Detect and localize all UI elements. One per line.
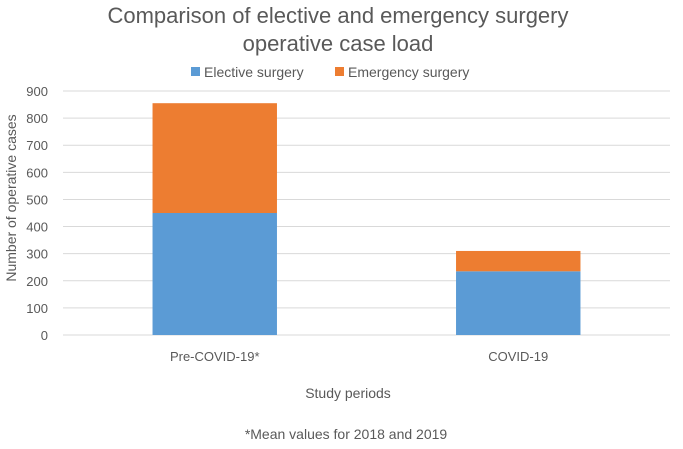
y-tick-label: 200 <box>26 274 48 289</box>
y-tick-label: 600 <box>26 165 48 180</box>
bars <box>152 103 581 335</box>
legend: Elective surgery Emergency surgery <box>191 64 469 80</box>
bar-elective-0 <box>152 213 277 335</box>
chart-title-line-2: operative case load <box>243 31 434 56</box>
legend-swatch <box>335 67 344 76</box>
y-tick-label: 800 <box>26 111 48 126</box>
legend-label: Elective surgery <box>204 64 304 80</box>
y-tick-label: 0 <box>41 328 48 343</box>
y-tick-label: 300 <box>26 247 48 262</box>
y-tick-label: 500 <box>26 192 48 207</box>
x-axis-label: Study periods <box>305 385 391 401</box>
legend-label: Emergency surgery <box>348 64 469 80</box>
bar-emergency-1 <box>456 250 581 272</box>
chart-title-line-1: Comparison of elective and emergency sur… <box>107 3 568 28</box>
y-axis-ticks: 0 100 200 300 400 500 600 700 800 900 <box>26 84 48 343</box>
x-tick-label: Pre-COVID-19* <box>170 349 260 364</box>
y-axis-label: Number of operative cases <box>3 114 19 281</box>
x-tick-label: COVID-19 <box>488 349 548 364</box>
legend-swatch <box>191 67 200 76</box>
y-tick-label: 100 <box>26 301 48 316</box>
footnote: *Mean values for 2018 and 2019 <box>245 426 448 442</box>
y-tick-label: 700 <box>26 138 48 153</box>
bar-emergency-0 <box>152 103 277 213</box>
y-tick-label: 400 <box>26 220 48 235</box>
y-tick-label: 900 <box>26 84 48 99</box>
bar-elective-1 <box>456 271 581 335</box>
x-axis-ticks: Pre-COVID-19* COVID-19 <box>170 349 548 364</box>
